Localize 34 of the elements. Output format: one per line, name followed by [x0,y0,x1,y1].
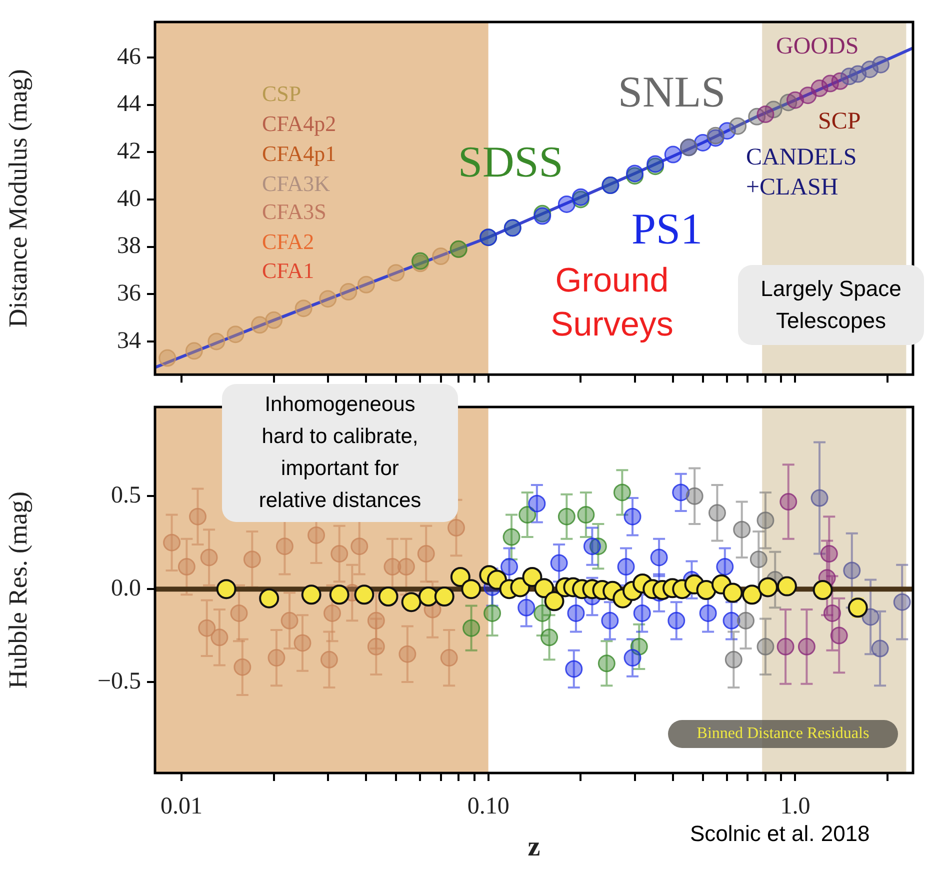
x-tick-label: 1.0 [780,794,810,820]
y-tick-label: 36 [117,280,141,306]
annotation: PS1 [632,204,702,254]
y-tick-label: 38 [117,233,141,260]
y-tick-label: 34 [117,328,141,354]
y-tick-label: 0.0 [111,575,141,602]
y-tick-label: 46 [117,44,141,70]
annotation: Ground Surveys [550,261,674,344]
annotation: CSP [262,80,302,106]
annotation: SNLS [618,68,726,117]
label-box: Largely Space Telescopes [738,265,924,345]
x-axis-title: z [528,831,540,862]
annotation: CFA3S [262,198,326,224]
y-axis-title: Hubble Res. (mag) [3,491,32,689]
text: Scolnic et al. 2018 [690,821,870,846]
y-tick-label: −0.5 [97,668,141,694]
annotation: GOODS [776,33,859,60]
annotation: CFA1 [262,258,314,283]
y-tick-label: 42 [117,138,141,164]
y-tick-label: 40 [117,186,141,212]
y-tick-label: 44 [117,91,141,118]
annotation: CFA3K [262,170,330,196]
label-box: Inhomogeneous hard to calibrate, important for relative distances [222,384,458,522]
annotation: SDSS [458,138,564,187]
annotation: CFA4p2 [262,110,336,136]
label-box: Binned Distance Residuals [668,720,898,748]
y-axis-title: Distance Modulus (mag) [3,69,32,328]
annotation: CFA4p1 [262,140,336,166]
annotation: CANDELS +CLASH [746,144,857,200]
annotation: CFA2 [262,228,314,254]
x-tick-label: 0.10 [467,794,510,820]
annotation: SCP [818,108,861,134]
x-tick-label: 0.01 [160,794,202,820]
y-tick-label: 0.5 [111,482,141,508]
